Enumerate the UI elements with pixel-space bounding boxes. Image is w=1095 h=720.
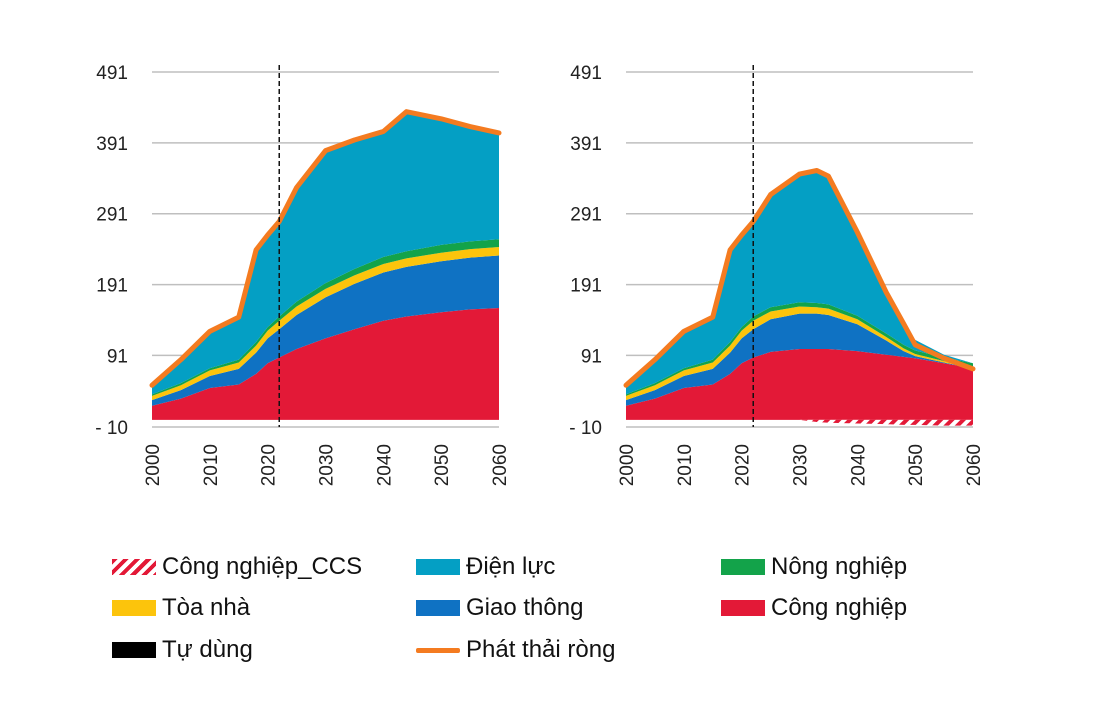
x-tick-label: 2000 — [143, 444, 164, 486]
x-tick-label: 2060 — [964, 444, 985, 486]
y-tick-label: - 10 — [569, 418, 602, 439]
y-tick-label: 191 — [570, 276, 602, 297]
x-tick-label: 2050 — [432, 444, 453, 486]
x-tick-label: 2060 — [490, 444, 511, 486]
y-tick-label: 491 — [96, 63, 128, 84]
x-tick-label: 2050 — [906, 444, 927, 486]
x-tick-label: 2020 — [259, 444, 280, 486]
x-tick-label: 2030 — [317, 444, 338, 486]
area-giao-thong — [626, 313, 973, 406]
area-cong-nghiep — [626, 349, 973, 420]
area-cong-nghiep — [152, 307, 499, 420]
area-cong-nghiep-ccs — [626, 419, 973, 426]
chart-panel-1: - 10 91 191 291 391 491 2000 2010 2020 2030 2040 20… — [95, 63, 511, 486]
x-tick-label: 2000 — [617, 444, 638, 486]
y-tick-label: - 10 — [95, 418, 128, 439]
line-phat-thai-rong — [149, 109, 502, 388]
y-tick-label: 291 — [570, 205, 602, 226]
y-tick-label: 491 — [570, 63, 602, 84]
x-tick-label: 2040 — [848, 444, 869, 486]
line-phat-thai-rong — [623, 167, 976, 388]
chart-panel-2: - 10 91 191 291 391 491 2000 2010 2020 2030 2040 20… — [569, 63, 985, 486]
area-toa-nha — [152, 247, 499, 401]
x-tick-label: 2020 — [733, 444, 754, 486]
x-tick-label: 2040 — [374, 444, 395, 486]
y-tick-label: 91 — [581, 346, 602, 367]
area-dien-luc — [152, 111, 499, 395]
area-nong-nghiep — [152, 239, 499, 396]
area-giao-thong — [152, 255, 499, 406]
x-tick-label: 2010 — [201, 444, 222, 486]
y-tick-label: 191 — [96, 276, 128, 297]
x-tick-label: 2030 — [791, 444, 812, 486]
area-dien-luc — [626, 168, 973, 395]
y-tick-label: 291 — [96, 205, 128, 226]
y-tick-label: 391 — [96, 134, 128, 155]
x-tick-label: 2010 — [675, 444, 696, 486]
y-tick-label: 391 — [570, 134, 602, 155]
y-tick-label: 91 — [107, 346, 128, 367]
